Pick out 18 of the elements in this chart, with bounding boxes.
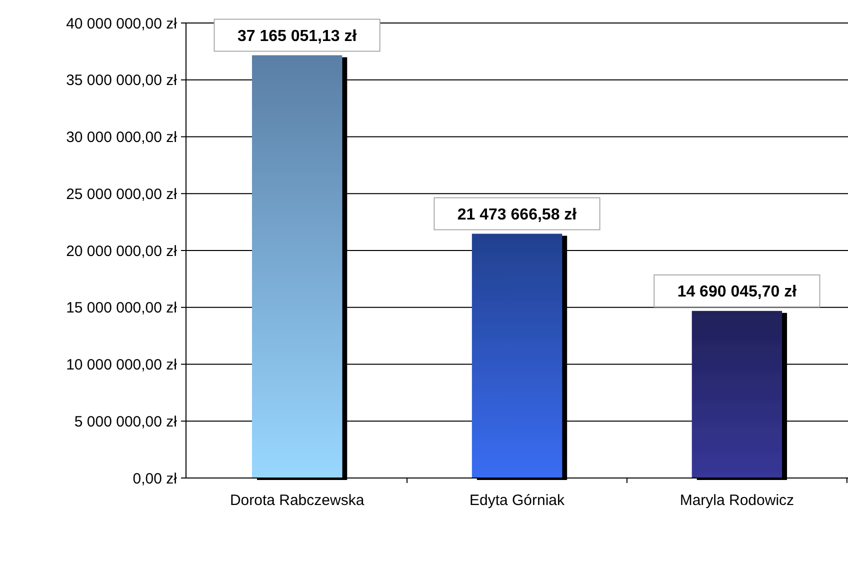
x-tick-label: Dorota Rabczewska bbox=[230, 492, 365, 509]
y-tick-label: 20 000 000,00 zł bbox=[66, 242, 178, 260]
y-tick-label: 0,00 zł bbox=[132, 470, 178, 488]
y-tick-label: 40 000 000,00 zł bbox=[66, 15, 178, 32]
y-tick-label: 25 000 000,00 zł bbox=[66, 186, 178, 203]
y-tick-label: 30 000 000,00 zł bbox=[66, 129, 178, 146]
y-tick-label: 15 000 000,00 zł bbox=[66, 300, 178, 317]
data-label: 14 690 045,70 zł bbox=[677, 284, 798, 300]
data-label: 37 165 051,13 zł bbox=[237, 28, 358, 45]
bar bbox=[472, 234, 562, 478]
bar bbox=[252, 55, 342, 478]
x-tick-label: Maryla Rodowicz bbox=[680, 492, 794, 509]
x-tick-label: Edyta Górniak bbox=[469, 492, 566, 509]
y-tick-label: 10 000 000,00 zł bbox=[66, 356, 178, 374]
y-tick-label: 5 000 000,00 zł bbox=[74, 413, 178, 430]
data-label: 21 473 666,58 zł bbox=[457, 206, 578, 224]
bar bbox=[692, 310, 782, 478]
y-tick-label: 35 000 000,00 zł bbox=[66, 72, 178, 90]
